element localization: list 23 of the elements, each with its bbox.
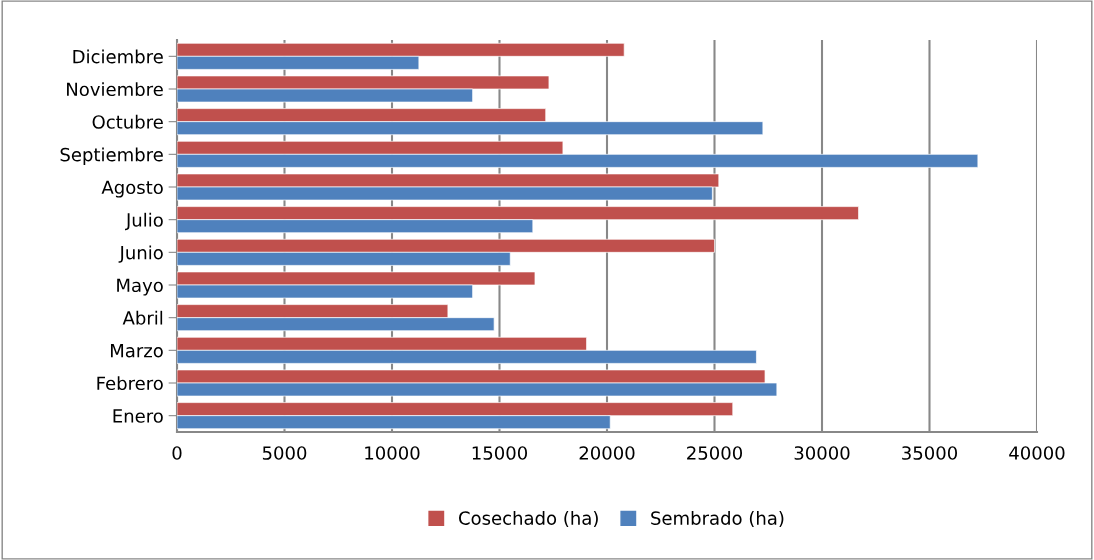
x-tick-label: 15000	[472, 446, 528, 460]
y-tick-label: Octubre	[92, 114, 163, 129]
y-tick-label: Diciembre	[73, 49, 163, 64]
y-tick-label: Febrero	[97, 376, 163, 391]
x-tick-label: 35000	[902, 446, 958, 460]
y-tick-label: Septiembre	[60, 147, 163, 165]
x-tick-label: 30000	[794, 446, 850, 460]
y-tick-label: Agosto	[101, 180, 163, 198]
x-tick-label: 20000	[579, 446, 635, 460]
x-tick-label: 40000	[1009, 446, 1065, 460]
x-tick-label: 10000	[365, 446, 420, 460]
y-tick-label: Mayo	[117, 278, 163, 296]
y-tick-label: Marzo	[110, 344, 163, 358]
legend-label: Cosechado (ha)	[458, 510, 598, 528]
x-tick-label: 0	[172, 446, 182, 460]
legend-label: Sembrado (ha)	[651, 510, 784, 528]
x-tick-label: 5000	[262, 446, 307, 460]
y-tick-label: Enero	[113, 409, 163, 423]
y-tick-label: Abril	[122, 310, 163, 325]
y-tick-label: Noviembre	[67, 82, 163, 97]
y-tick-label: Junio	[118, 245, 163, 263]
x-tick-label: 25000	[687, 446, 743, 460]
y-tick-label: Julio	[125, 212, 163, 231]
